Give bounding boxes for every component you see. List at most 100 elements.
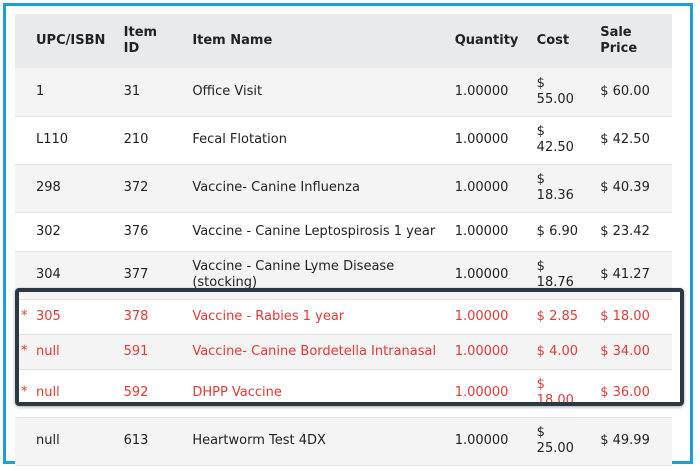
cell-cost: $ 42.50 bbox=[537, 116, 601, 164]
column-header-cost[interactable]: Cost bbox=[536, 33, 570, 48]
cell-quantity-text: 1.00000 bbox=[454, 308, 509, 324]
cell-item-id-text: 210 bbox=[123, 132, 149, 147]
cell-quantity: 1.00000 bbox=[455, 299, 537, 334]
cell-item-id-text: 591 bbox=[123, 343, 149, 359]
table-row[interactable]: null 613 Heartworm Test 4DX 1.00000 $ 25.00 $… bbox=[15, 417, 672, 465]
column-header-quantity[interactable]: Quantity bbox=[454, 33, 519, 48]
cell-quantity-text: 1.00000 bbox=[454, 385, 509, 400]
column-header-item-id-label: Item ID bbox=[123, 25, 158, 56]
cell-quantity-text: 1.00000 bbox=[454, 343, 509, 359]
table-header-row: UPC/ISBN Item ID Item Name Quantity Cost… bbox=[15, 14, 672, 68]
cell-cost: $ 18.00 bbox=[537, 369, 601, 417]
cell-sale-price: $ 36.00 bbox=[600, 369, 672, 417]
cell-sale-price: $ 49.99 bbox=[600, 417, 672, 465]
cell-upc: 1 bbox=[15, 68, 124, 116]
cell-cost: $ 4.00 bbox=[537, 334, 601, 369]
cell-quantity: 1.00000 bbox=[455, 68, 537, 116]
cell-sale-price: $ 42.50 bbox=[600, 116, 672, 164]
flag-asterisk: * bbox=[21, 308, 28, 324]
cell-quantity-text: 1.00000 bbox=[454, 433, 509, 448]
cell-item-id-text: 372 bbox=[123, 180, 149, 195]
cell-cost-text: $ 18.36 bbox=[536, 172, 574, 203]
cell-upc-text: null bbox=[36, 385, 60, 400]
cell-item-name-text: Fecal Flotation bbox=[192, 132, 287, 147]
cell-upc: * null bbox=[15, 369, 124, 417]
table-row[interactable]: 302 376 Vaccine - Canine Leptospirosis 1 y… bbox=[15, 212, 672, 251]
cell-quantity: 1.00000 bbox=[455, 334, 537, 369]
cell-item-id: 210 bbox=[124, 116, 193, 164]
cell-item-name-text: Heartworm Test 4DX bbox=[192, 433, 326, 448]
cell-quantity-text: 1.00000 bbox=[454, 223, 509, 239]
table-row[interactable]: 298 372 Vaccine- Canine Influenza 1.00000 $ … bbox=[15, 164, 672, 212]
cell-item-id: 372 bbox=[124, 164, 193, 212]
table-row[interactable]: 1 31 Office Visit 1.00000 $ 55.00 $ 60.00 bbox=[15, 68, 672, 116]
cell-item-name: Heartworm Test 4DX bbox=[192, 417, 454, 465]
cell-item-id-text: 592 bbox=[123, 385, 149, 400]
table-row[interactable]: L110 210 Fecal Flotation 1.00000 $ 42.50 $ 42… bbox=[15, 116, 672, 164]
cell-cost: $ 18.76 bbox=[537, 251, 601, 299]
cell-sale-price-text: $ 41.27 bbox=[600, 267, 650, 282]
cell-quantity: 1.00000 bbox=[455, 212, 537, 251]
cell-item-id: 31 bbox=[124, 68, 193, 116]
cell-cost-text: $ 6.90 bbox=[536, 223, 579, 239]
cell-quantity: 1.00000 bbox=[455, 164, 537, 212]
column-header-sale-price[interactable]: Sale Price bbox=[600, 14, 672, 68]
column-header-upc[interactable]: UPC/ISBN bbox=[36, 33, 106, 48]
cell-quantity-text: 1.00000 bbox=[454, 267, 509, 282]
cell-item-id: 377 bbox=[124, 251, 193, 299]
cell-item-name: Vaccine - Canine Leptospirosis 1 year bbox=[192, 212, 454, 251]
cell-item-name: Vaccine- Canine Bordetella Intranasal bbox=[192, 334, 454, 369]
cell-item-id: 613 bbox=[124, 417, 193, 465]
cell-item-id-text: 31 bbox=[123, 83, 141, 99]
cell-sale-price-text: $ 18.00 bbox=[600, 308, 650, 324]
cell-quantity: 1.00000 bbox=[455, 417, 537, 465]
cell-cost: $ 25.00 bbox=[537, 417, 601, 465]
cell-cost-text: $ 55.00 bbox=[536, 75, 574, 107]
table-row[interactable]: 304 377 Vaccine - Canine Lyme Disease (sto… bbox=[15, 251, 672, 299]
cell-cost-text: $ 25.00 bbox=[536, 425, 574, 456]
cell-quantity-text: 1.00000 bbox=[454, 83, 509, 99]
cell-item-id-text: 378 bbox=[123, 308, 149, 324]
flag-asterisk: * bbox=[21, 384, 28, 400]
cell-item-name: Vaccine- Canine Influenza bbox=[192, 164, 454, 212]
column-header-item-id[interactable]: Item ID bbox=[124, 14, 193, 68]
cell-upc-text: 304 bbox=[36, 267, 61, 282]
cell-item-name-text: Vaccine- Canine Influenza bbox=[192, 180, 360, 195]
cell-item-name: DHPP Vaccine bbox=[192, 369, 454, 417]
cell-upc: * 305 bbox=[15, 299, 124, 334]
cell-quantity: 1.00000 bbox=[455, 251, 537, 299]
cell-sale-price-text: $ 34.00 bbox=[600, 343, 650, 359]
cell-quantity-text: 1.00000 bbox=[454, 132, 509, 147]
cell-cost: $ 18.36 bbox=[537, 164, 601, 212]
cell-cost: $ 6.90 bbox=[537, 212, 601, 251]
cell-quantity: 1.00000 bbox=[455, 369, 537, 417]
flag-asterisk: * bbox=[21, 343, 28, 359]
table-row[interactable]: * null 591 Vaccine- Canine Bordetella Intra… bbox=[15, 334, 672, 369]
cell-sale-price-text: $ 40.39 bbox=[600, 180, 650, 195]
cell-sale-price-text: $ 42.50 bbox=[600, 132, 650, 147]
column-header-item-name[interactable]: Item Name bbox=[192, 33, 273, 48]
cell-item-id: 591 bbox=[124, 334, 193, 369]
cell-item-name: Vaccine - Canine Lyme Disease (stocking) bbox=[192, 251, 454, 299]
cell-upc-text: 298 bbox=[36, 180, 61, 195]
cell-upc: null bbox=[15, 417, 124, 465]
cell-sale-price: $ 40.39 bbox=[600, 164, 672, 212]
cell-cost-text: $ 2.85 bbox=[536, 308, 579, 324]
cell-item-id: 592 bbox=[124, 369, 193, 417]
cell-sale-price: $ 60.00 bbox=[600, 68, 672, 116]
table-row[interactable]: * null 592 DHPP Vaccine 1.00000 $ 18.00 $ 36.0… bbox=[15, 369, 672, 417]
cell-item-name: Fecal Flotation bbox=[192, 116, 454, 164]
cell-upc: L110 bbox=[15, 116, 124, 164]
cell-sale-price: $ 18.00 bbox=[600, 299, 672, 334]
cell-sale-price-text: $ 23.42 bbox=[600, 223, 650, 239]
table-row[interactable]: * 305 378 Vaccine - Rabies 1 year 1.00000 $ 2… bbox=[15, 299, 672, 334]
cell-sale-price: $ 41.27 bbox=[600, 251, 672, 299]
cell-sale-price: $ 34.00 bbox=[600, 334, 672, 369]
cell-item-name-text: Office Visit bbox=[192, 83, 263, 99]
cell-cost-text: $ 18.00 bbox=[536, 377, 574, 408]
cell-sale-price-text: $ 49.99 bbox=[600, 433, 650, 448]
cell-cost-text: $ 42.50 bbox=[536, 124, 574, 155]
cell-item-name: Vaccine - Rabies 1 year bbox=[192, 299, 454, 334]
cell-quantity: 1.00000 bbox=[455, 116, 537, 164]
cell-upc-text: 1 bbox=[36, 83, 45, 99]
